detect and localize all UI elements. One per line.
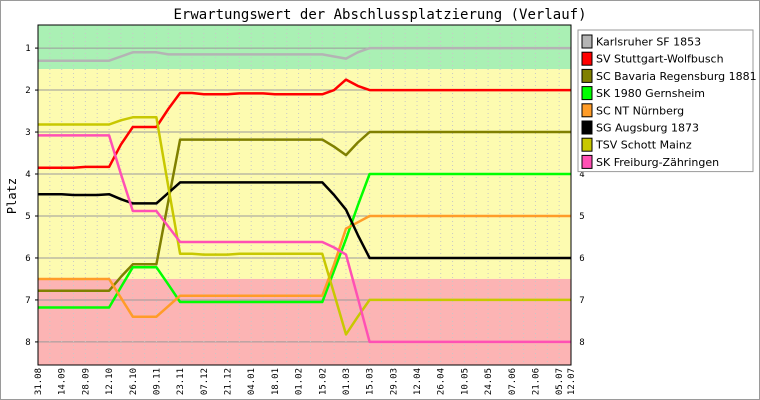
x-tick-label: 14.09 <box>58 368 68 395</box>
background-bands <box>38 25 571 365</box>
y-tick-label: 2 <box>25 86 30 96</box>
x-tick-label: 31.08 <box>34 368 44 395</box>
x-tick-label: 24.05 <box>484 368 494 395</box>
legend-label-4: SC NT Nürnberg <box>596 104 684 117</box>
x-tick-label: 12.07 <box>567 368 577 395</box>
plot-border <box>37 24 572 366</box>
x-tick-label: 23.11 <box>176 368 186 395</box>
band-2 <box>38 278 571 365</box>
chart-title: Erwartungswert der Abschlussplatzierung … <box>173 7 586 23</box>
y-tick-label: 3 <box>25 128 30 138</box>
y-tick-label-right: 4 <box>579 170 584 180</box>
x-tick-label: 18.01 <box>271 368 281 395</box>
legend-swatch-1 <box>581 51 593 66</box>
legend-label-6: TSV Schott Mainz <box>595 139 692 152</box>
y-tick-labels-left: 1 2 3 4 5 6 7 8 <box>25 44 30 348</box>
y-tick-label: 7 <box>25 296 30 306</box>
x-tick-label: 15.02 <box>318 368 328 395</box>
series-line-0 <box>38 46 571 62</box>
y-tick-label-right: 8 <box>579 338 584 348</box>
x-tick-label: 26.10 <box>129 368 139 395</box>
legend-swatch-2 <box>581 68 593 83</box>
x-tick-label: 12.04 <box>413 368 423 395</box>
x-tick-label: 01.03 <box>342 368 352 395</box>
series-lines <box>38 46 571 344</box>
legend-swatch-3 <box>581 86 593 101</box>
grid-lines <box>35 25 572 365</box>
y-tick-label-right: 5 <box>579 212 584 222</box>
series-line-5 <box>38 181 571 260</box>
y-tick-label: 8 <box>25 338 30 348</box>
x-tick-label: 28.09 <box>81 368 91 395</box>
x-tick-labels: 31.08 14.09 28.09 12.10 26.10 09.11 23.11 07.12… <box>34 368 577 395</box>
series-line-2 <box>38 130 571 292</box>
legend-label-7: SK Freiburg-Zähringen <box>596 156 719 169</box>
legend-label-1: SV Stuttgart-Wolfbusch <box>596 53 724 66</box>
y-axis-label: Platz <box>5 178 19 214</box>
legend-swatch-0 <box>581 34 593 49</box>
legend-label-0: Karlsruher SF 1853 <box>596 36 701 49</box>
y-tick-label: 4 <box>25 170 30 180</box>
legend-swatch-7 <box>581 154 593 169</box>
x-tick-label: 29.03 <box>389 368 399 395</box>
legend-label-3: SK 1980 Gernsheim <box>596 87 705 100</box>
series-line-4 <box>38 214 571 318</box>
y-tick-label: 5 <box>25 212 30 222</box>
x-tick-label: 01.02 <box>295 368 305 395</box>
legend-label-5: SG Augsburg 1873 <box>596 122 699 135</box>
x-tick-label: 05.07 <box>555 368 565 395</box>
y-tick-label-right: 7 <box>579 296 584 306</box>
y-tick-label: 6 <box>25 254 30 264</box>
series-line-6 <box>38 116 571 336</box>
series-line-1 <box>38 78 571 169</box>
x-tick-label: 10.05 <box>460 368 470 395</box>
x-tick-label: 07.12 <box>200 368 210 395</box>
legend-swatch-6 <box>581 137 593 152</box>
legend-box <box>577 29 754 173</box>
x-tick-label: 12.10 <box>105 368 115 395</box>
x-tick-label: 21.06 <box>531 368 541 395</box>
x-tick-label: 26.04 <box>437 368 447 395</box>
y-tick-label-right: 6 <box>579 254 584 264</box>
x-tick-label: 04.01 <box>247 368 257 395</box>
legend: Karlsruher SF 1853 SV Stuttgart-Wolfbusch… <box>577 29 757 173</box>
y-tick-label: 1 <box>25 44 30 54</box>
legend-swatch-4 <box>581 103 593 118</box>
legend-label-2: SC Bavaria Regensburg 1881 <box>596 70 757 83</box>
series-line-3 <box>38 172 571 309</box>
x-tick-label: 15.03 <box>366 368 376 395</box>
x-tick-label: 09.11 <box>152 368 162 395</box>
x-tick-label: 21.12 <box>224 368 234 395</box>
x-tick-label: 07.06 <box>508 368 518 395</box>
legend-swatch-5 <box>581 120 593 135</box>
series-line-7 <box>38 134 571 344</box>
